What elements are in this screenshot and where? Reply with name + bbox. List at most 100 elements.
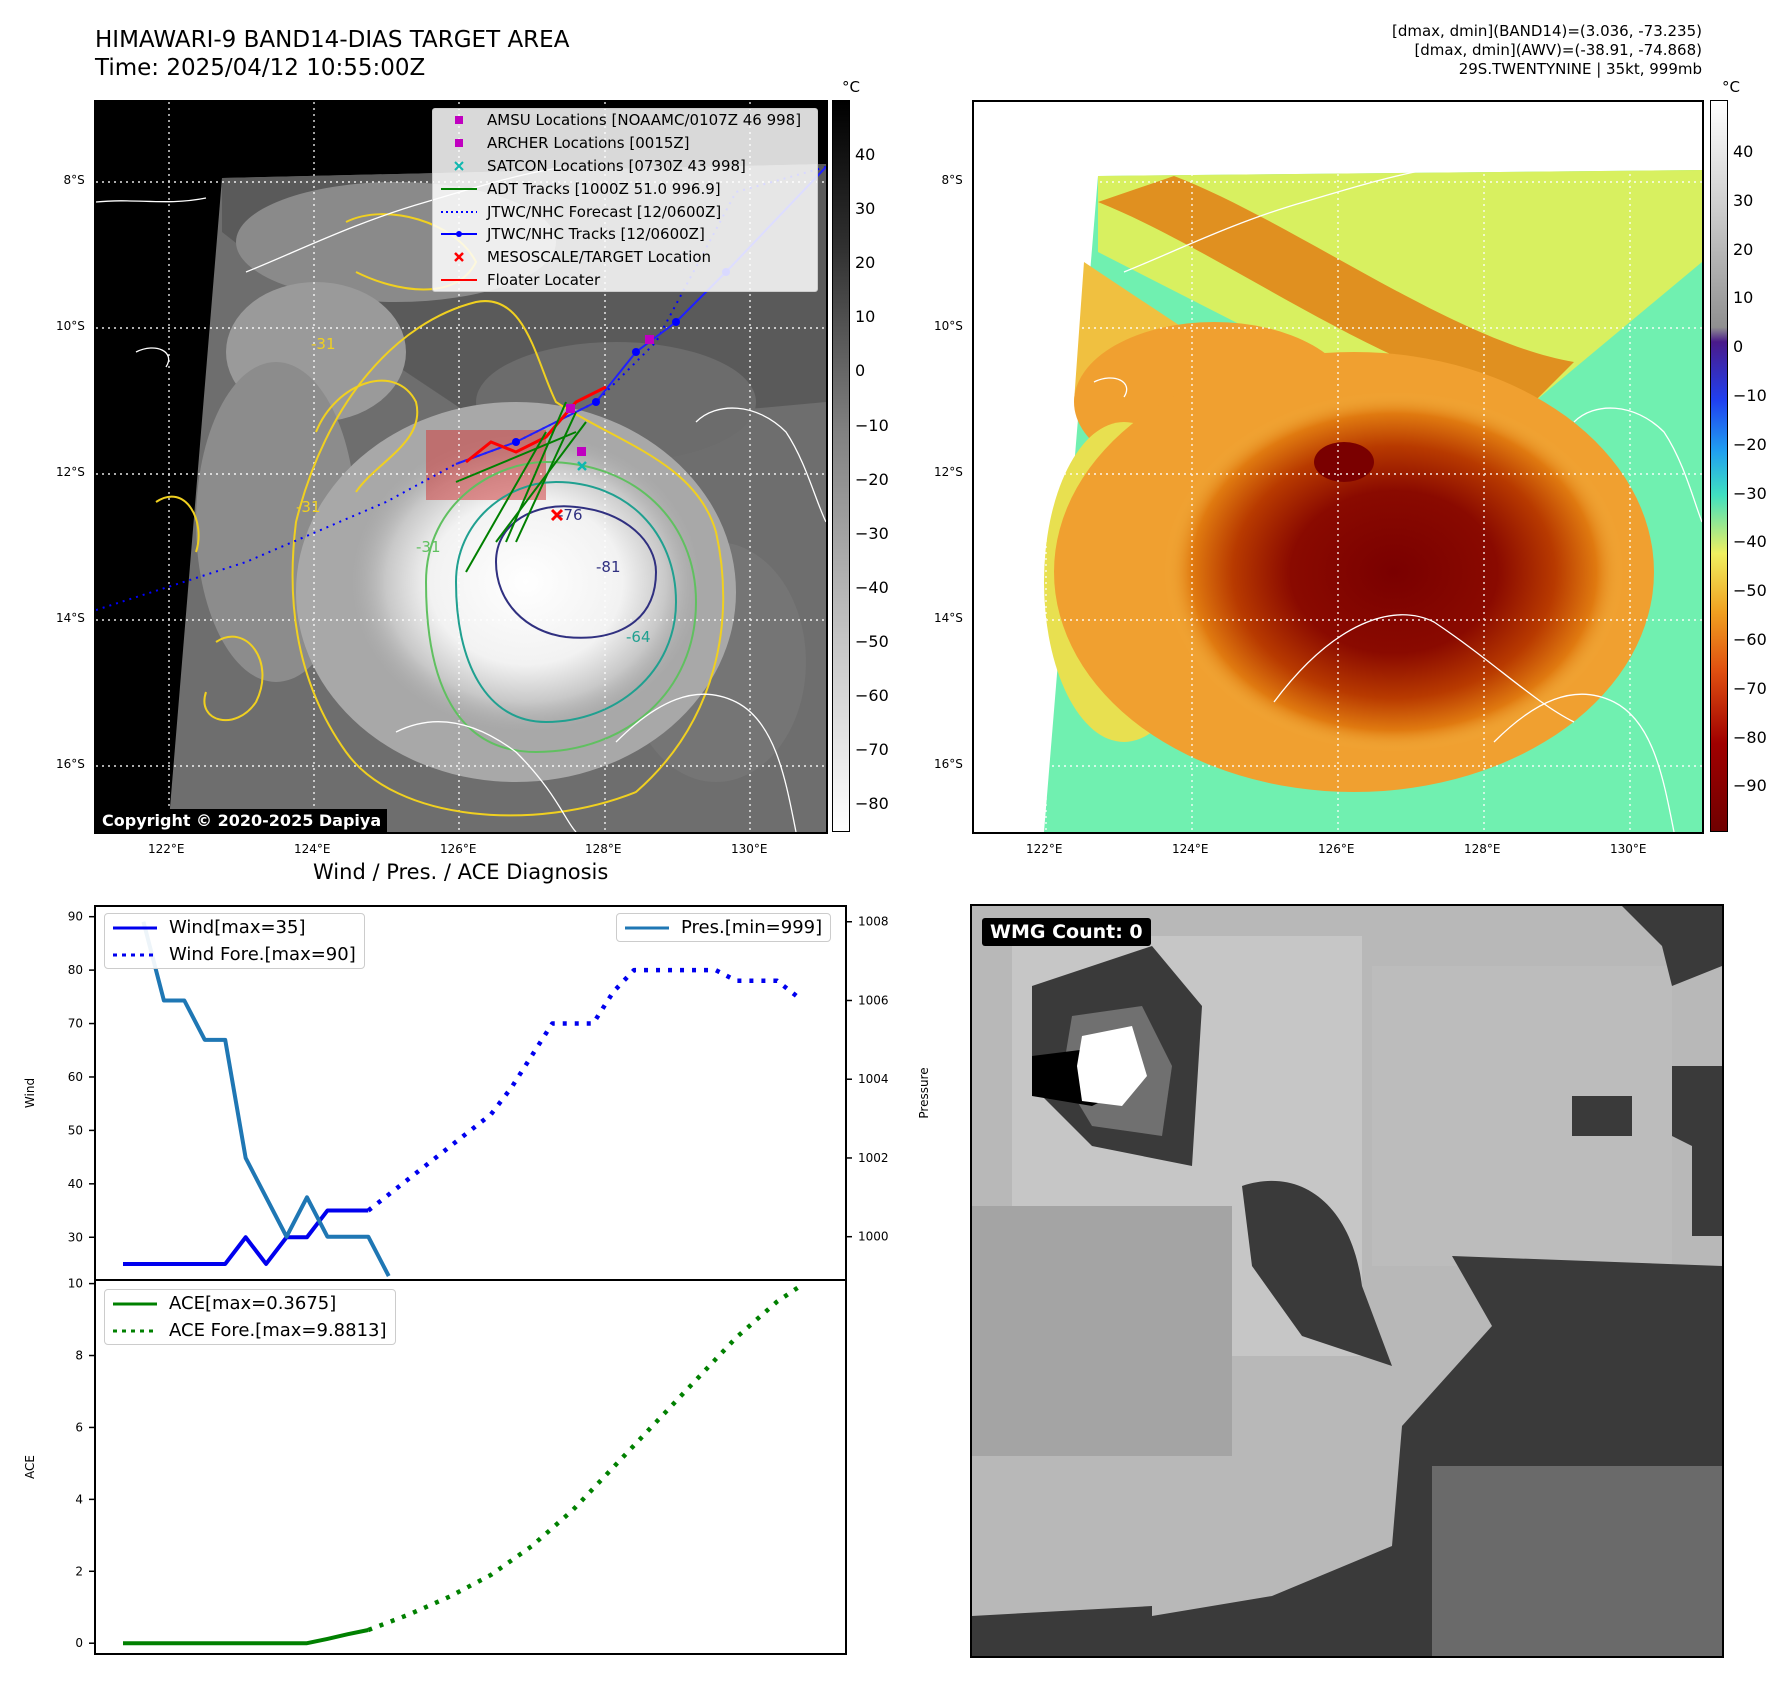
map-axis-tick-label: 122°E <box>1026 842 1063 856</box>
map-axis-tick-label: 126°E <box>440 842 477 856</box>
colorbar-tick-label: −30 <box>1733 483 1767 503</box>
map-axis-tick-label: 128°E <box>1464 842 1501 856</box>
ir-colorbar <box>832 100 850 832</box>
legend-item-ace-forecast: ACE Fore.[max=9.8813] <box>113 1320 387 1341</box>
colorbar-tick-label: −90 <box>1733 776 1767 796</box>
colorbar-tick-label: −70 <box>1733 678 1767 698</box>
map-axis-tick-label: 126°E <box>1318 842 1355 856</box>
figure-title: HIMAWARI-9 BAND14-DIAS TARGET AREA Time:… <box>95 26 569 82</box>
y-tick-label: 50 <box>68 1123 83 1137</box>
map-axis-tick-label: 124°E <box>1172 842 1209 856</box>
colorbar-tick-label: 0 <box>1733 337 1744 357</box>
map-axis-tick-label: 124°E <box>294 842 331 856</box>
colorbar-tick-label: −60 <box>855 686 889 705</box>
contour-label: -31 <box>311 335 336 353</box>
colorbar-tick-label: −80 <box>855 794 889 814</box>
legend-item-pressure: Pres.[min=999] <box>625 917 823 938</box>
colorbar-tick-label: 30 <box>1733 190 1754 210</box>
colorbar-tick-label: 40 <box>1733 142 1754 161</box>
y-axis-label: ACE <box>23 1455 37 1479</box>
map-axis-tick-label: 12°S <box>56 465 85 479</box>
legend-item-adt: ADT Tracks [1000Z 51.0 996.9] <box>441 179 721 198</box>
map-axis-tick-label: 130°E <box>731 842 768 856</box>
storm-info: [dmax, dmin](BAND14)=(3.036, -73.235) [d… <box>1392 22 1702 79</box>
wind-legend: Wind[max=35] Wind Fore.[max=90] <box>104 913 365 969</box>
info-line-3: 29S.TWENTYNINE | 35kt, 999mb <box>1458 60 1702 78</box>
legend-item-satcon: SATCON Locations [0730Z 43 998] <box>433 155 817 178</box>
legend-item-mesoscale: MESOSCALE/TARGET Location <box>433 246 817 269</box>
colorbar-tick-label: −10 <box>855 415 889 435</box>
map-axis-tick-label: 14°S <box>56 611 85 625</box>
legend-item-floater: Floater Locater <box>441 270 601 289</box>
legend-item-jtwc-tracks: JTWC/NHC Tracks [12/0600Z] <box>433 223 817 246</box>
y-tick-label: 60 <box>68 1070 83 1084</box>
colorbar-tick-label: −20 <box>855 469 889 489</box>
legend-item-ace: ACE[max=0.3675] <box>113 1293 337 1314</box>
y-tick-label: 40 <box>68 1177 83 1191</box>
wv-map-image <box>974 102 1702 832</box>
diagnosis-chart: 30405060708090Wind10001002100410061008Pr… <box>23 905 931 1655</box>
colorbar-tick-label: 20 <box>1733 239 1754 259</box>
legend-item-wind-forecast: Wind Fore.[max=90] <box>113 944 356 965</box>
copyright-label: Copyright © 2020-2025 Dapiya <box>96 809 388 832</box>
colorbar-tick-label: −50 <box>855 631 889 651</box>
map-axis-tick-label: 12°S <box>934 465 963 479</box>
legend-item-jtwc-forecast: JTWC/NHC Forecast [12/0600Z] <box>441 202 722 221</box>
y-tick-label: 2 <box>75 1564 83 1578</box>
ir-colorbar-unit: °C <box>842 78 860 96</box>
series-line-1 <box>367 1285 799 1633</box>
colorbar-tick-label: 10 <box>1733 288 1754 308</box>
map-axis-tick-label: 10°S <box>56 319 85 333</box>
colorbar-tick-label: 10 <box>855 307 876 327</box>
ace-legend: ACE[max=0.3675] ACE Fore.[max=9.8813] <box>104 1289 396 1345</box>
y-tick-label: 4 <box>75 1492 83 1506</box>
y-tick-label: 80 <box>68 963 83 977</box>
colorbar-tick-label: −70 <box>855 740 889 760</box>
contour-label: -31 <box>296 498 321 516</box>
y-axis-label: Wind <box>23 1078 37 1108</box>
title-line-2: Time: 2025/04/12 10:55:00Z <box>95 55 426 81</box>
wv-map-panel <box>972 100 1704 834</box>
legend-item-archer: ARCHER Locations [0015Z] <box>433 132 817 155</box>
wv-colorbar-unit: °C <box>1722 78 1740 96</box>
series-line-2 <box>141 921 391 1277</box>
contour-label: -81 <box>596 558 621 576</box>
map-axis-tick-label: 14°S <box>934 611 963 625</box>
map-axis-tick-label: 16°S <box>934 757 963 771</box>
series-line-0 <box>123 1208 369 1266</box>
map-axis-tick-label: 10°S <box>934 319 963 333</box>
pressure-legend: Pres.[min=999] <box>616 913 832 942</box>
colorbar-tick-label: −80 <box>1733 727 1767 747</box>
colorbar-tick-label: 40 <box>855 145 876 164</box>
legend-item-amsu: AMSU Locations [NOAAMC/0107Z 46 998] <box>433 109 817 132</box>
map-axis-tick-label: 8°S <box>941 173 963 187</box>
wmg-count-label: WMG Count: 0 <box>982 918 1151 946</box>
contour-label: -76 <box>558 506 583 524</box>
map-axis-tick-label: 122°E <box>148 842 185 856</box>
wind-axis: 30 40 50 60 70 80 90 Wind 1000 1002 1004 1006 1008 Pr… <box>23 905 931 1281</box>
map-axis-tick-label: 130°E <box>1610 842 1647 856</box>
info-line-1: [dmax, dmin](BAND14)=(3.036, -73.235) <box>1391 22 1702 40</box>
map-axis-tick-label: 8°S <box>63 173 85 187</box>
legend-item-wind: Wind[max=35] <box>113 917 306 938</box>
wv-colorbar <box>1710 100 1728 832</box>
y-tick-label: 6 <box>75 1420 83 1434</box>
series-line-0 <box>123 1628 369 1646</box>
y-tick-label: 90 <box>68 910 83 924</box>
series-line-1 <box>366 967 799 1213</box>
ace-axis: 0 2 4 6 8 10 ACE <box>23 1277 847 1655</box>
map-axis-tick-label: 16°S <box>56 757 85 771</box>
y-right-axis-label: Pressure <box>917 1067 931 1118</box>
colorbar-tick-label: −60 <box>1733 630 1767 649</box>
map-axis-tick-label: 128°E <box>585 842 622 856</box>
colorbar-tick-label: −10 <box>1733 386 1767 405</box>
y-tick-label: 0 <box>75 1636 83 1650</box>
y-right-tick-label: 1004 <box>858 1072 889 1086</box>
plot-frame <box>94 1279 847 1655</box>
colorbar-tick-label: −40 <box>855 577 889 597</box>
colorbar-tick-label: 20 <box>855 253 876 273</box>
ir-map-image: -31 -31 -31 -76 -81 -64 <box>96 102 826 832</box>
colorbar-tick-label: −40 <box>1733 532 1767 552</box>
y-right-tick-label: 1006 <box>858 993 889 1007</box>
diagnosis-title-wrap: Wind / Pres. / ACE Diagnosis <box>0 860 940 900</box>
